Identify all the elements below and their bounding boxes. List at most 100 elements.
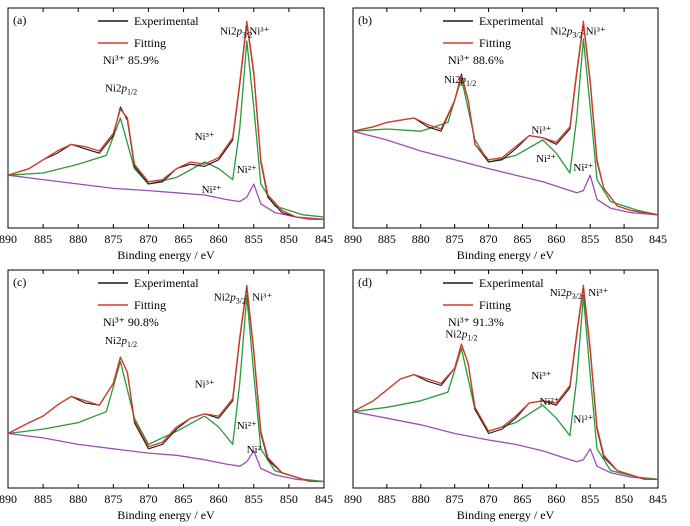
panel-label: (b) [358, 13, 372, 27]
component-line [352, 295, 659, 480]
background-line [7, 432, 325, 483]
x-tick-label: 860 [547, 232, 565, 246]
peak-label: Ni²⁺ [536, 153, 556, 165]
x-tick-label: 880 [69, 232, 87, 246]
x-tick-label: 850 [615, 232, 633, 246]
x-tick-label: 870 [139, 232, 157, 246]
peak-label: Ni2p3/2 [550, 287, 582, 301]
panel-1: 890 885 880 875 870 865 860 855 850 845 Binding en… [0, 7, 333, 262]
x-tick-label: 880 [412, 232, 430, 246]
panel-label: (c) [13, 275, 26, 289]
peak-label: Ni2p1/2 [105, 83, 137, 97]
peak-label: Ni³⁺ [249, 25, 269, 37]
x-tick-label: 845 [649, 492, 667, 506]
peak-label: Ni³⁺ [252, 292, 272, 304]
ni3-ratio-text: Ni³⁺ 91.3% [448, 315, 504, 329]
x-tick-label: 845 [315, 492, 333, 506]
component-line [352, 38, 659, 216]
x-tick-label: 885 [34, 232, 52, 246]
peak-label: Ni²⁺ [573, 162, 593, 174]
x-tick-label: 890 [344, 232, 362, 246]
panel-2: 890 885 880 875 870 865 860 855 850 845 Binding en… [344, 7, 667, 262]
peak-label: Ni2p3/2 [220, 25, 252, 39]
ni3-ratio-text: Ni³⁺ 90.8% [103, 315, 159, 329]
x-tick-label: 865 [175, 492, 193, 506]
x-tick-label: 870 [480, 232, 498, 246]
plot-frame [7, 7, 325, 229]
peak-label: Ni³⁺ [531, 124, 551, 136]
x-tick-label: 855 [581, 232, 599, 246]
x-tick-label: 845 [649, 232, 667, 246]
plot-frame [352, 269, 659, 489]
x-tick-label: 855 [581, 492, 599, 506]
plot-frame [7, 269, 325, 489]
peak-label: Ni²⁺ [540, 396, 560, 408]
x-tick-label: 880 [412, 492, 430, 506]
x-tick-label: 855 [245, 232, 263, 246]
peak-label: Ni³⁺ [195, 379, 215, 391]
peak-label: Ni2p3/2 [550, 25, 582, 39]
x-tick-label: 850 [615, 492, 633, 506]
peak-label: Ni2p1/2 [105, 335, 137, 349]
peak-label: Ni²⁺ [237, 420, 257, 432]
peak-label: Ni2p1/2 [444, 74, 476, 88]
x-tick-label: 870 [139, 492, 157, 506]
background-line [7, 174, 325, 220]
legend-label-experimental: Experimental [479, 14, 544, 28]
component-line [7, 295, 325, 483]
peak-label: Ni²⁺ [202, 184, 222, 196]
x-tick-label: 885 [378, 492, 396, 506]
x-tick-label: 890 [344, 492, 362, 506]
experimental-line [7, 22, 324, 220]
peak-label: Ni³⁺ [588, 287, 608, 299]
x-axis-label: Binding energy / eV [457, 248, 555, 262]
peak-label: Ni³⁺ [531, 370, 551, 382]
x-tick-label: 860 [210, 232, 228, 246]
x-tick-label: 890 [0, 232, 17, 246]
ni3-ratio-text: Ni³⁺ 88.6% [448, 53, 504, 67]
x-axis-label: Binding energy / eV [457, 508, 555, 522]
x-tick-label: 875 [446, 492, 464, 506]
x-tick-label: 885 [378, 232, 396, 246]
panel-label: (a) [13, 13, 26, 27]
fitting-line [7, 20, 324, 220]
peak-label: Ni²⁺ [573, 414, 593, 426]
peak-label: Ni²⁺ [237, 164, 257, 176]
peak-label: Ni³⁺ [195, 131, 215, 143]
x-tick-label: 875 [104, 232, 122, 246]
x-tick-label: 890 [0, 492, 17, 506]
x-tick-label: 875 [104, 492, 122, 506]
background-line [352, 130, 659, 216]
x-tick-label: 860 [210, 492, 228, 506]
experimental-line [7, 286, 324, 483]
legend-label-fitting: Fitting [479, 36, 511, 50]
legend-label-experimental: Experimental [134, 276, 199, 290]
experimental-line [352, 286, 658, 480]
panel-label: (d) [358, 275, 372, 289]
legend-label-fitting: Fitting [134, 36, 166, 50]
fitting-line [352, 284, 658, 480]
x-tick-label: 880 [69, 492, 87, 506]
legend-label-fitting: Fitting [134, 298, 166, 312]
peak-label: Ni² [247, 444, 262, 456]
x-tick-label: 845 [315, 232, 333, 246]
component-line [7, 40, 325, 218]
peak-label: Ni2p1/2 [445, 329, 477, 343]
plot-frame [352, 7, 659, 229]
background-line [352, 411, 659, 480]
x-tick-label: 850 [280, 492, 298, 506]
x-tick-label: 885 [34, 492, 52, 506]
fitting-line [352, 20, 659, 216]
x-tick-label: 875 [446, 232, 464, 246]
panel-3: 890 885 880 875 870 865 860 855 850 845 Binding en… [0, 269, 333, 522]
x-tick-label: 870 [480, 492, 498, 506]
legend-label-fitting: Fitting [479, 298, 511, 312]
legend-label-experimental: Experimental [134, 14, 199, 28]
x-axis-label: Binding energy / eV [117, 248, 215, 262]
x-tick-label: 850 [280, 232, 298, 246]
experimental-line [352, 22, 659, 216]
x-tick-label: 865 [513, 492, 531, 506]
peak-label: Ni2p3/2 [214, 292, 246, 306]
x-tick-label: 865 [175, 232, 193, 246]
